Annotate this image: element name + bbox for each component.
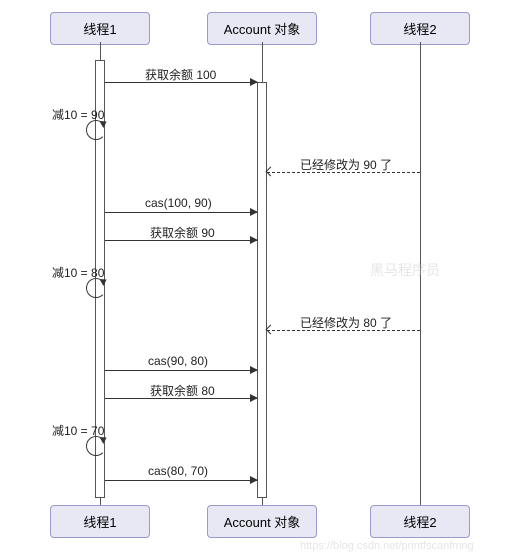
participant-box-account-bottom: Account 对象 — [207, 505, 317, 538]
lifeline-thread2 — [420, 42, 421, 505]
self-message-loop — [86, 278, 106, 298]
arrowhead-icon — [250, 394, 258, 402]
arrowhead-icon — [266, 325, 276, 335]
message-arrow — [105, 370, 257, 371]
participant-label: 线程1 — [83, 515, 116, 530]
participant-label: 线程1 — [83, 22, 116, 37]
participant-label: Account 对象 — [224, 515, 301, 530]
message-label: 减10 = 90 — [52, 106, 104, 123]
participant-label: 线程2 — [403, 22, 436, 37]
message-label: cas(100, 90) — [145, 196, 212, 210]
message-label: 已经修改为 80 了 — [300, 314, 392, 331]
arrowhead-icon — [250, 78, 258, 86]
arrowhead-icon — [250, 236, 258, 244]
self-message-loop — [86, 436, 106, 456]
participant-box-thread1-top: 线程1 — [50, 12, 150, 45]
message-label: cas(90, 80) — [148, 354, 208, 368]
self-message-loop — [86, 120, 106, 140]
message-label: 已经修改为 90 了 — [300, 156, 392, 173]
watermark-text: 黑马程序员 — [370, 260, 440, 280]
arrowhead-icon — [250, 476, 258, 484]
participant-box-thread2-top: 线程2 — [370, 12, 470, 45]
participant-box-thread1-bottom: 线程1 — [50, 505, 150, 538]
message-label: 获取余额 80 — [150, 382, 215, 399]
message-arrow — [105, 212, 257, 213]
message-label: 减10 = 80 — [52, 264, 104, 281]
participant-box-thread2-bottom: 线程2 — [370, 505, 470, 538]
arrowhead-icon — [266, 167, 276, 177]
participant-box-account-top: Account 对象 — [207, 12, 317, 45]
message-arrow — [105, 480, 257, 481]
arrowhead-icon — [250, 208, 258, 216]
message-label: 减10 = 70 — [52, 422, 104, 439]
watermark-text: https://blog.csdn.net/printfscanfmng — [300, 540, 474, 552]
message-label: cas(80, 70) — [148, 464, 208, 478]
participant-label: Account 对象 — [224, 22, 301, 37]
participant-label: 线程2 — [403, 515, 436, 530]
activation-account — [257, 82, 267, 498]
message-label: 获取余额 100 — [145, 66, 216, 83]
arrowhead-icon — [250, 366, 258, 374]
message-label: 获取余额 90 — [150, 224, 215, 241]
